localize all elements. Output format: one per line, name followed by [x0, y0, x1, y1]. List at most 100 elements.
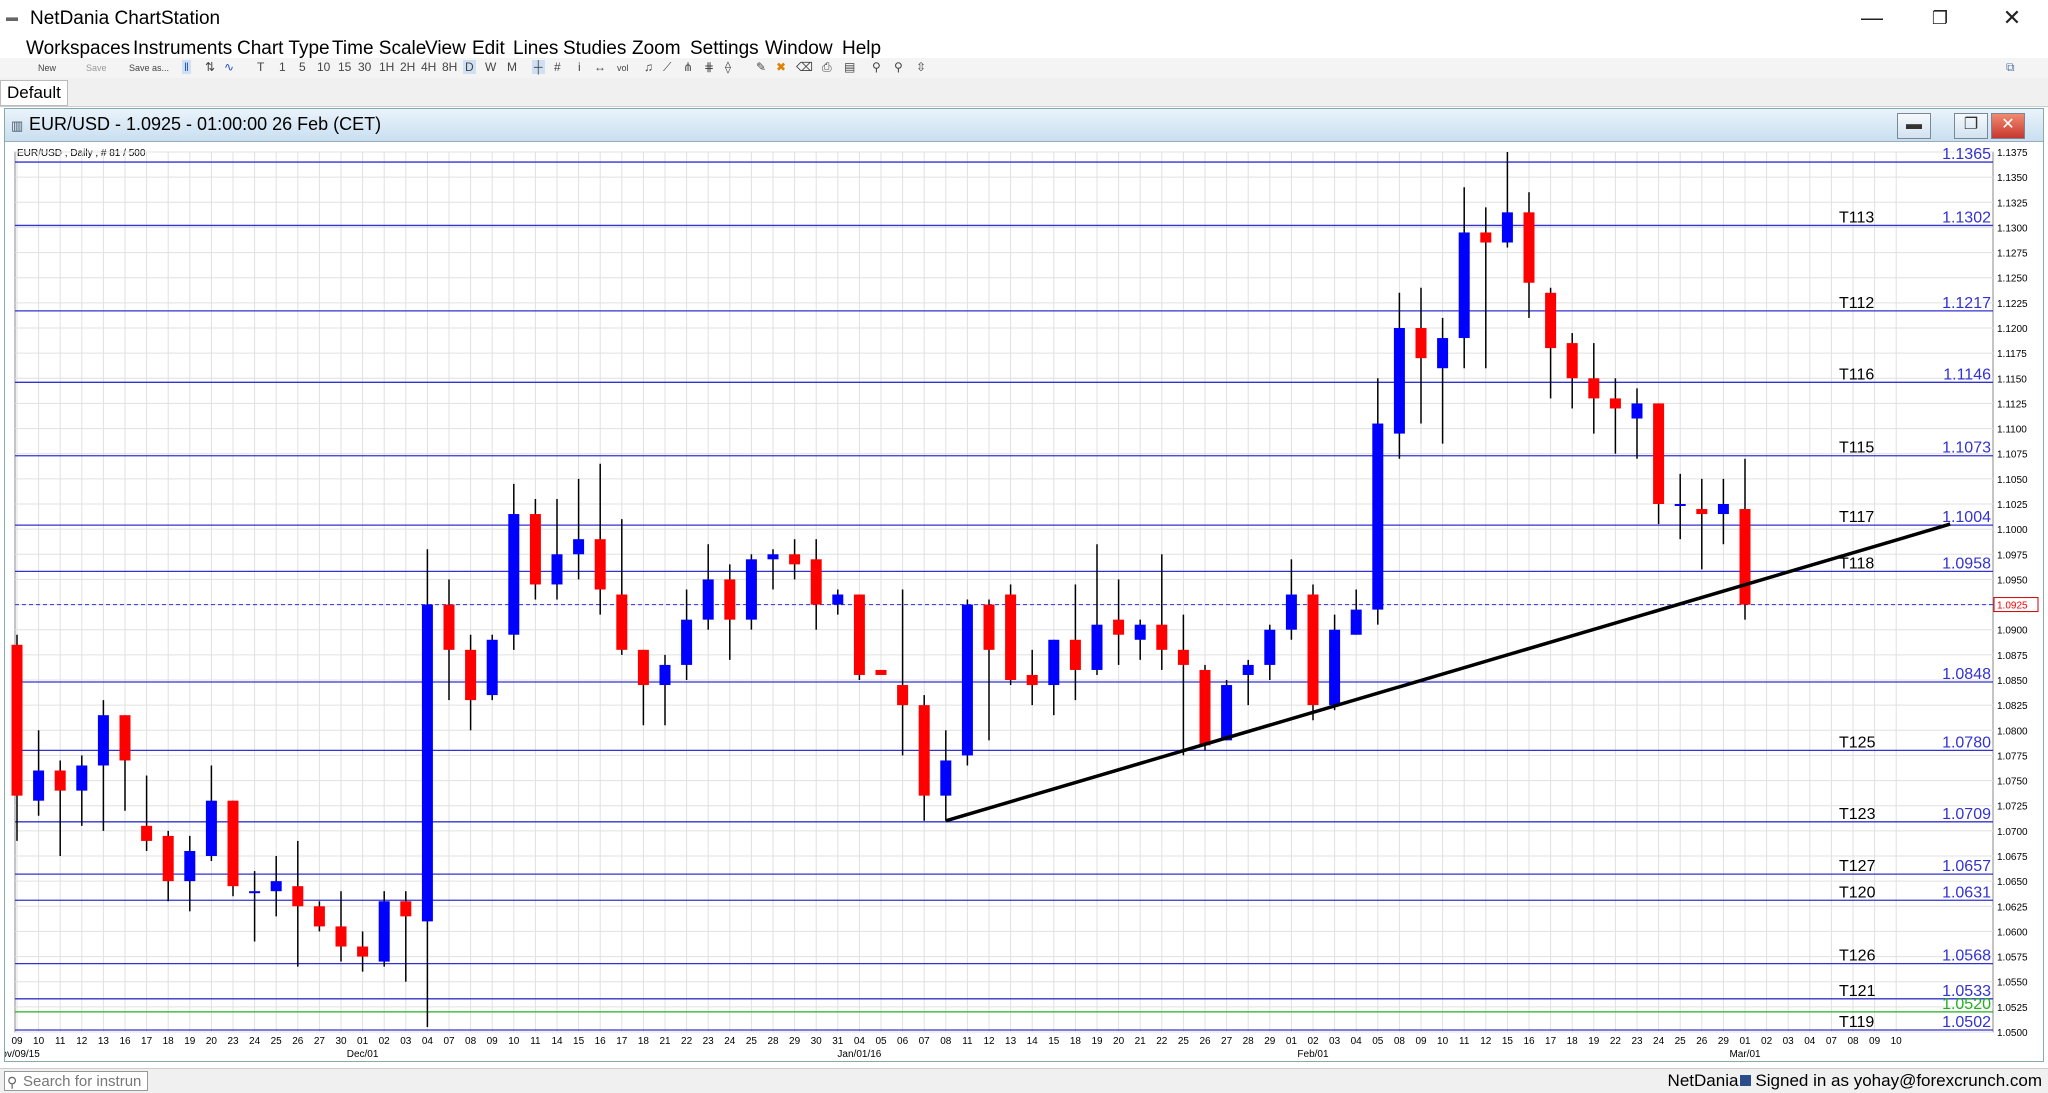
chart-window-title: EUR/USD - 1.0925 - 01:00:00 26 Feb (CET)	[29, 114, 382, 134]
tf-1[interactable]: 1	[279, 60, 286, 74]
candle-body	[1329, 629, 1341, 706]
tf-w[interactable]: W	[485, 60, 497, 74]
tf-1h[interactable]: 1H	[379, 60, 395, 74]
toolbar: New Save Save as... ‖ ⇅ ∿ T 1 5 10 15 30…	[0, 58, 2048, 78]
menu-view[interactable]: View	[425, 38, 466, 59]
level-name-label: T123	[1839, 806, 1876, 823]
candle-body	[853, 594, 865, 675]
delete-all-icon[interactable]: ⌫	[796, 60, 813, 74]
y-tick-label: 1.1050	[1997, 475, 2028, 486]
candle-body	[551, 554, 563, 585]
menu-instruments[interactable]: Instruments	[133, 38, 233, 59]
delete-icon[interactable]: ✖	[776, 60, 787, 74]
tf-15[interactable]: 15	[338, 60, 352, 74]
candle-body	[54, 770, 66, 791]
volume-icon[interactable]: vol	[617, 63, 629, 73]
minimize-button[interactable]: —	[1861, 5, 1883, 30]
pencil-icon[interactable]: ✎	[756, 60, 767, 74]
x-tick-label: 03	[400, 1036, 412, 1047]
x-tick-label: 11	[530, 1036, 541, 1047]
x-tick-label: 07	[919, 1036, 931, 1047]
tf-2h[interactable]: 2H	[400, 60, 416, 74]
save-button[interactable]: Save	[86, 63, 107, 73]
tf-m[interactable]: M	[507, 60, 517, 74]
last-price-label: 1.0925	[1997, 601, 2028, 612]
trendline-icon[interactable]: ⟋	[663, 60, 672, 74]
preview-icon[interactable]: ▤	[844, 60, 856, 74]
menu-help[interactable]: Help	[842, 38, 882, 59]
chart-minimize-button[interactable]: ▬	[1897, 113, 1931, 139]
tf-t[interactable]: T	[257, 60, 265, 74]
tf-30[interactable]: 30	[358, 60, 372, 74]
x-tick-label: 29	[1264, 1036, 1276, 1047]
menu-time-scale[interactable]: Time Scale	[332, 38, 427, 59]
candle-body	[1739, 509, 1751, 605]
new-button[interactable]: New	[38, 63, 57, 73]
candle-body	[616, 594, 628, 650]
line-chart-icon[interactable]: ∿	[224, 60, 235, 74]
tf-4h[interactable]: 4H	[421, 60, 437, 74]
chart-close-button[interactable]: ✕	[1991, 113, 2025, 139]
x-tick-label: 26	[1199, 1036, 1211, 1047]
price-chart[interactable]: EUR/USD , Daily , # 81 / 5001.05001.0525…	[5, 142, 2041, 1059]
level-price-label: 1.0631	[1942, 884, 1991, 901]
y-tick-label: 1.0700	[1997, 827, 2028, 838]
crosshair-icon[interactable]: ┼	[532, 60, 545, 74]
tf-8h[interactable]: 8H	[442, 60, 458, 74]
menu-zoom[interactable]: Zoom	[632, 38, 681, 59]
fan-icon[interactable]: ⋕	[704, 60, 715, 74]
zoom-in-icon[interactable]: ⚲	[872, 60, 881, 74]
y-tick-label: 1.0625	[1997, 902, 2028, 913]
x-tick-label: 21	[659, 1036, 671, 1047]
candle-body	[789, 554, 801, 565]
candle-body	[1156, 624, 1168, 650]
menu-window[interactable]: Window	[765, 38, 833, 59]
candle-body	[659, 664, 671, 686]
menu-chart-type[interactable]: Chart Type	[237, 38, 330, 59]
x-tick-label: 21	[1135, 1036, 1147, 1047]
candle-body	[1285, 594, 1297, 630]
bar-chart-icon[interactable]: ‖	[182, 60, 191, 74]
x-tick-label: 05	[875, 1036, 887, 1047]
menu-studies[interactable]: Studies	[563, 38, 627, 59]
candle-body	[961, 604, 973, 756]
menu-settings[interactable]: Settings	[690, 38, 759, 59]
restore-button[interactable]: ❐	[1931, 8, 1949, 28]
info-icon[interactable]: i	[578, 60, 581, 74]
save-as-button[interactable]: Save as...	[129, 63, 170, 73]
candle-body	[1415, 328, 1427, 359]
arc-icon[interactable]: ⟠	[725, 60, 731, 74]
arrows-icon[interactable]: ↔	[594, 60, 606, 74]
menu-workspaces[interactable]: Workspaces	[26, 38, 131, 59]
menu-lines[interactable]: Lines	[513, 38, 559, 59]
print-icon[interactable]: ⎙	[822, 60, 832, 74]
grid-icon[interactable]: #	[554, 60, 561, 74]
candle-body	[918, 705, 930, 796]
chart-restore-button[interactable]: ❐	[1954, 113, 1988, 139]
alert-icon[interactable]: ♫	[644, 60, 653, 74]
x-tick-label: 29	[1718, 1036, 1730, 1047]
tab-default[interactable]: Default	[0, 80, 68, 106]
candle-body	[292, 886, 304, 907]
x-tick-label: 06	[897, 1036, 909, 1047]
x-tick-label: 10	[33, 1036, 45, 1047]
x-tick-label: 03	[1329, 1036, 1341, 1047]
x-tick-label: 19	[1588, 1036, 1600, 1047]
fork-icon[interactable]: ⋔	[683, 60, 694, 74]
instrument-search-input[interactable]: ⚲ Search for instrun	[4, 1071, 148, 1091]
tf-d[interactable]: D	[463, 60, 476, 74]
fit-icon[interactable]: ⇳	[916, 60, 927, 74]
zoom-out-icon[interactable]: ⚲	[894, 60, 903, 74]
level-price-label: 1.0958	[1942, 555, 1991, 572]
menu-edit[interactable]: Edit	[472, 38, 505, 59]
tf-5[interactable]: 5	[299, 60, 306, 74]
candle-body	[573, 539, 585, 555]
status-bar: ⚲ Search for instrun NetDania Signed in a…	[0, 1068, 2048, 1093]
panel-toggle-icon[interactable]: ⧉	[2006, 60, 2015, 74]
x-tick-label: 02	[1307, 1036, 1319, 1047]
tf-10[interactable]: 10	[317, 60, 331, 74]
x-tick-label: 17	[616, 1036, 628, 1047]
candles-icon[interactable]: ⇅	[205, 60, 216, 74]
close-button[interactable]: ✕	[2002, 5, 2022, 30]
candle-body	[1026, 674, 1038, 686]
